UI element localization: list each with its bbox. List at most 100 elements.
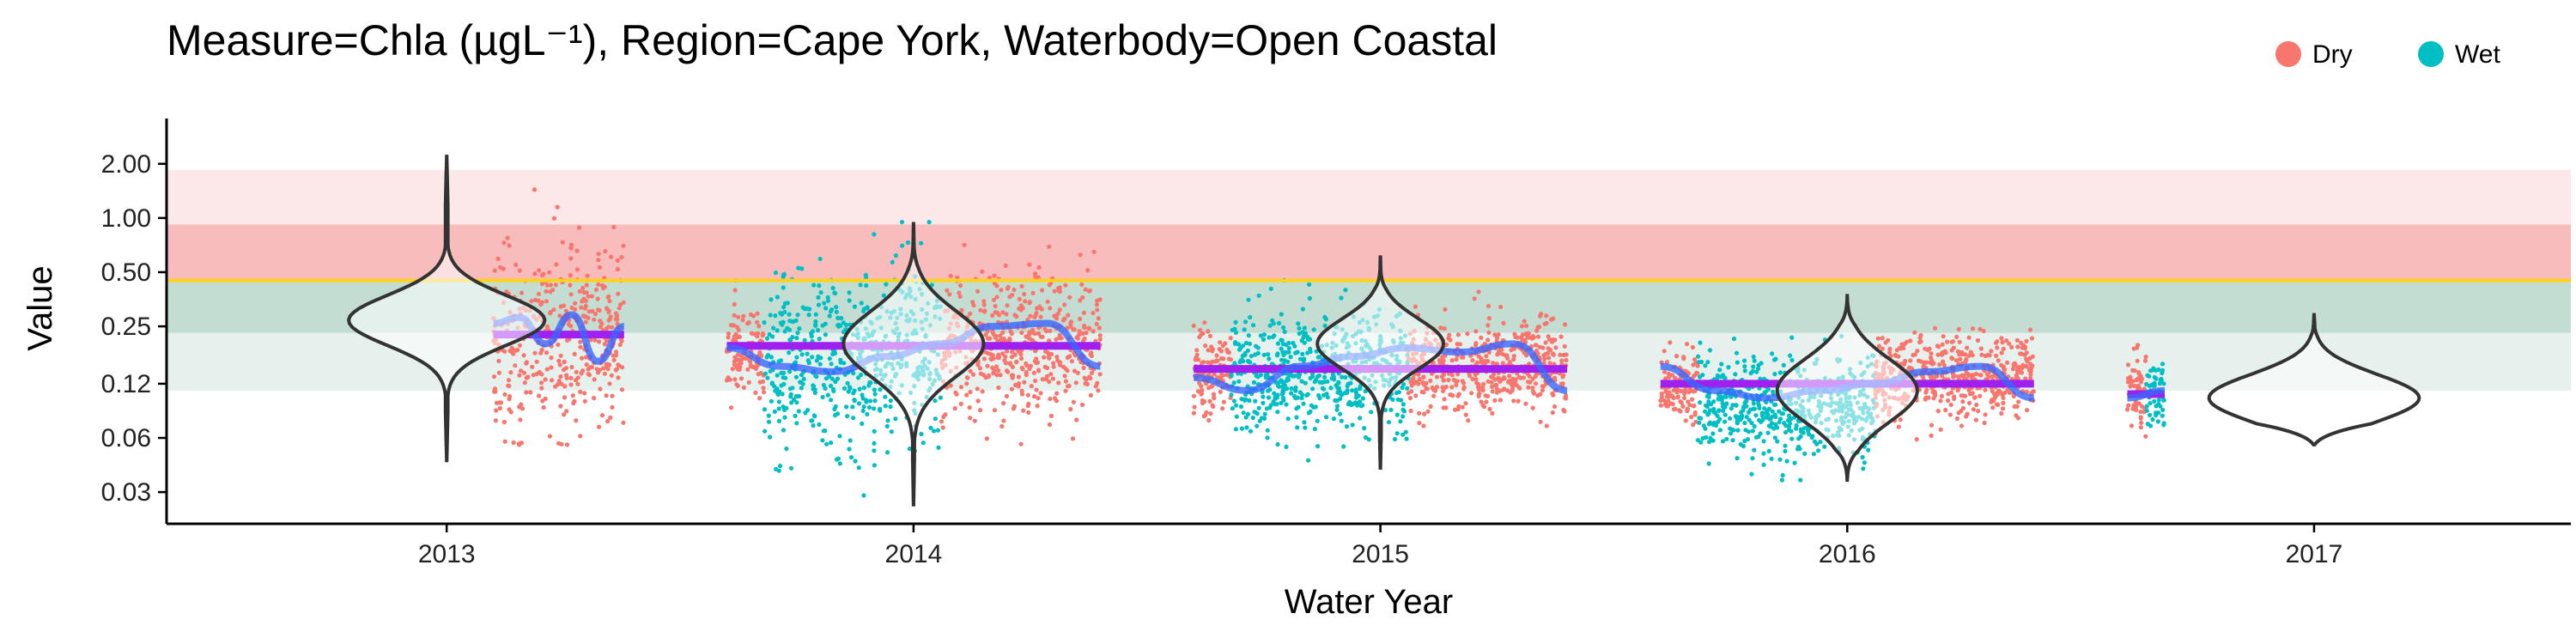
data-point: [1965, 411, 1970, 416]
data-point: [1883, 340, 1888, 345]
data-point: [1670, 402, 1675, 407]
data-point: [1770, 351, 1775, 356]
data-point: [726, 331, 732, 337]
data-point: [1966, 335, 1971, 340]
data-point: [519, 290, 525, 295]
data-point: [824, 441, 829, 447]
y-axis-title: Value: [21, 265, 59, 350]
data-point: [1068, 321, 1073, 326]
legend-key-dry: [2275, 41, 2301, 67]
data-point: [1504, 353, 1510, 358]
data-point: [1796, 444, 1801, 450]
data-point: [799, 352, 805, 357]
data-point: [1287, 373, 1292, 378]
data-point: [2125, 380, 2131, 385]
data-point: [1044, 329, 1049, 334]
data-point: [617, 306, 622, 311]
data-point: [1495, 336, 1500, 341]
data-point: [1751, 364, 1756, 369]
data-point: [1999, 350, 2004, 355]
data-point: [1744, 414, 1749, 420]
data-point: [1413, 304, 1418, 309]
data-point: [530, 364, 535, 369]
data-point: [1297, 331, 1302, 336]
data-point: [501, 419, 507, 425]
data-point: [532, 350, 538, 355]
data-point: [872, 440, 877, 447]
data-point: [1751, 401, 1756, 406]
data-point: [611, 224, 617, 230]
data-point: [1983, 387, 1988, 392]
data-point: [2025, 359, 2030, 364]
data-point: [847, 447, 852, 452]
data-point: [1428, 404, 1433, 409]
data-point: [549, 355, 554, 361]
data-point: [780, 322, 785, 327]
data-point: [496, 370, 502, 375]
data-point: [1300, 307, 1305, 312]
data-point: [581, 296, 586, 301]
data-point: [769, 355, 775, 360]
data-point: [992, 273, 997, 278]
data-point: [1266, 352, 1271, 357]
data-point: [579, 371, 584, 376]
x-tick-label: 2016: [1819, 540, 1876, 568]
data-point: [769, 297, 774, 302]
data-point: [1042, 355, 1047, 360]
data-point: [1070, 436, 1076, 441]
data-point: [865, 411, 870, 416]
data-point: [766, 413, 771, 418]
data-point: [1285, 378, 1290, 383]
data-point: [1520, 337, 1525, 343]
data-point: [756, 324, 762, 329]
data-point: [605, 364, 610, 369]
data-point: [1240, 343, 1246, 349]
data-point: [1234, 414, 1239, 419]
data-point: [1336, 380, 1341, 386]
violin-2015: [1315, 255, 1446, 470]
y-tick-label: 0.12: [101, 370, 151, 398]
data-point: [817, 422, 822, 427]
data-point: [1425, 409, 1431, 414]
data-point: [1960, 393, 1965, 398]
data-point: [936, 445, 941, 450]
data-point: [1489, 380, 1494, 385]
data-point: [621, 420, 626, 425]
data-point: [1308, 375, 1313, 380]
data-point: [1899, 342, 1905, 347]
data-point: [822, 301, 827, 306]
data-point: [1925, 348, 1930, 353]
data-point: [1311, 327, 1316, 332]
data-point: [1431, 393, 1437, 398]
data-point: [1536, 334, 1541, 339]
data-point: [778, 358, 784, 363]
data-point: [2028, 361, 2033, 367]
data-point: [1019, 392, 1025, 397]
data-point: [1307, 295, 1312, 301]
data-point: [1279, 400, 1284, 405]
data-point: [2007, 341, 2012, 346]
data-point: [1090, 370, 1095, 375]
data-point: [1728, 431, 1734, 436]
data-point: [1363, 434, 1369, 440]
data-point: [1297, 325, 1302, 331]
data-point: [834, 309, 839, 314]
data-point: [1089, 353, 1094, 359]
data-point: [1272, 391, 1277, 396]
data-point: [900, 243, 905, 248]
data-point: [781, 381, 787, 386]
data-point: [573, 301, 578, 306]
data-point: [1212, 372, 1217, 377]
data-point: [802, 337, 807, 343]
data-point: [773, 270, 779, 276]
data-point: [813, 319, 818, 325]
data-point: [599, 413, 605, 418]
data-point: [2001, 366, 2006, 371]
data-point: [2024, 338, 2029, 343]
data-point: [529, 299, 534, 304]
data-point: [1350, 422, 1355, 428]
data-point: [856, 375, 861, 380]
data-point: [1552, 404, 1558, 410]
data-point: [572, 398, 577, 404]
data-point: [1306, 458, 1311, 463]
